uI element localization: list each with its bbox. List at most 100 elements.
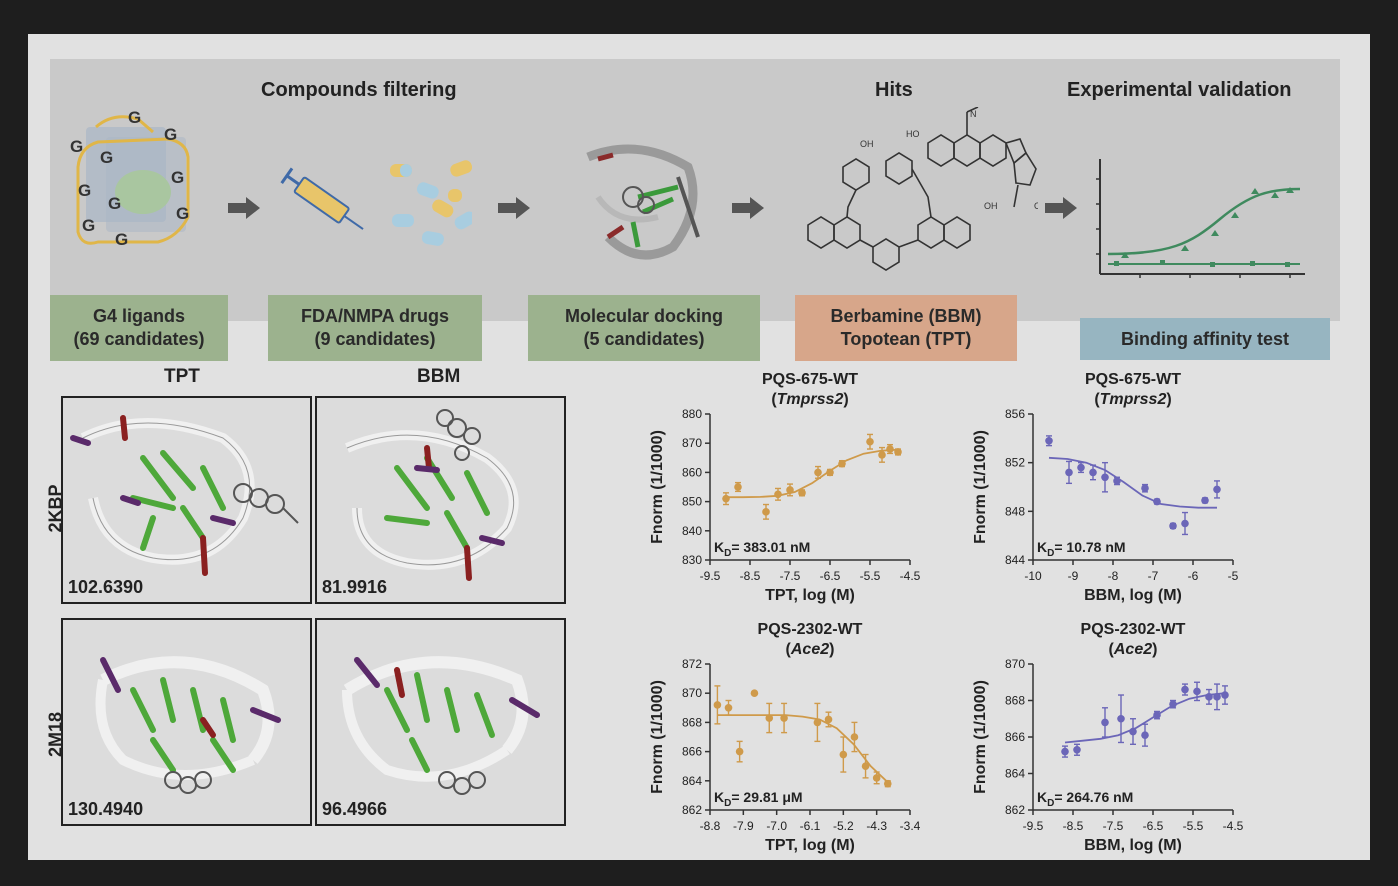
data-point <box>1201 496 1209 505</box>
data-point <box>1101 718 1109 727</box>
fit-curve <box>726 448 899 499</box>
kd-annotation: KD= 10.78 nM <box>1037 539 1126 559</box>
arrow-icon <box>228 197 260 219</box>
y-tick-label: 868 <box>682 715 702 729</box>
box-g4-ligands: G4 ligands (69 candidates) <box>50 295 228 361</box>
mst-plot-tpt-ace2: PQS-2302-WT(Ace2)862864866868870872-8.8-… <box>649 621 921 854</box>
x-tick-label: -6.5 <box>1143 819 1164 833</box>
g4-letter: G <box>108 194 121 213</box>
chart-title: PQS-675-WT <box>762 371 858 388</box>
y-tick-label: 848 <box>1005 504 1025 518</box>
data-point <box>735 747 744 756</box>
data-point <box>1181 685 1189 694</box>
data-point <box>1129 727 1137 736</box>
box-line: (69 candidates) <box>73 329 205 349</box>
data-point <box>1045 436 1053 445</box>
data-point <box>1213 485 1221 494</box>
y-tick-label: 880 <box>682 407 702 421</box>
chart-title: PQS-675-WT <box>1085 371 1181 388</box>
x-tick-label: -7.9 <box>733 819 754 833</box>
y-axis-label: Fnorm (1/1000) <box>649 430 666 544</box>
box-line: Binding affinity test <box>1121 328 1289 349</box>
y-tick-label: 862 <box>682 803 702 817</box>
header-compounds-filtering: Compounds filtering <box>261 79 457 101</box>
x-tick-label: -9.5 <box>1023 819 1044 833</box>
data-point <box>861 762 870 770</box>
x-tick-label: -6.1 <box>800 819 821 833</box>
box-line: (5 candidates) <box>583 329 705 349</box>
x-tick-label: -4.3 <box>866 819 887 833</box>
x-tick-label: -5 <box>1228 569 1239 583</box>
mol-label-n: N <box>970 109 977 119</box>
data-point <box>1061 747 1069 756</box>
kd-k: K <box>1037 539 1047 555</box>
data-point <box>1205 693 1213 701</box>
data-point <box>826 468 834 477</box>
g4-letter: G <box>78 181 91 200</box>
data-point <box>824 715 833 724</box>
x-axis-label: BBM, log (M) <box>1084 587 1182 604</box>
paren: ( <box>1109 641 1115 658</box>
x-tick-label: -5.2 <box>833 819 854 833</box>
data-point <box>1077 463 1085 472</box>
g4-structure-illustration: G G G G G G G G G G <box>70 108 190 249</box>
data-point <box>734 483 742 491</box>
chart-title: PQS-2302-WT <box>1081 621 1186 638</box>
data-point <box>762 508 770 516</box>
docking-render <box>70 415 299 576</box>
data-point <box>765 714 774 722</box>
g4-letter: G <box>176 204 189 223</box>
x-tick-label: -7 <box>1148 569 1159 583</box>
mst-plot-bbm-ace2: PQS-2302-WT (Ace2) 862 864 866 868 870 -9.5 -8.5… <box>972 621 1244 854</box>
data-point <box>722 494 730 503</box>
box-binding-affinity: Binding affinity test <box>1080 318 1330 360</box>
data-point <box>866 437 874 446</box>
paren: ) <box>843 391 848 408</box>
y-axis-label: Fnorm (1/1000) <box>972 680 989 794</box>
g4-letter: G <box>100 148 113 167</box>
kd-sub: D <box>1047 798 1054 809</box>
data-point <box>724 704 733 712</box>
data-point <box>1141 731 1149 739</box>
data-point <box>838 459 846 468</box>
column-title-bbm: BBM <box>417 366 461 387</box>
data-point <box>878 451 886 459</box>
x-tick-label: -6 <box>1188 569 1199 583</box>
mst-plot-bbm-tmprss2: PQS-675-WT (Tmprss2) 844 848 852 856 -10 -9 -8 -7… <box>972 371 1239 604</box>
fit-curve <box>1048 456 1217 509</box>
paren: ( <box>786 641 792 658</box>
kd-k: K <box>714 789 724 805</box>
fit-curve <box>1064 692 1226 744</box>
x-tick-label: -8.5 <box>740 569 761 583</box>
docking-render <box>95 656 281 794</box>
paren: ( <box>771 391 777 408</box>
fit-curve <box>717 714 889 783</box>
y-tick-label: 868 <box>1005 694 1025 708</box>
x-tick-label: -6.5 <box>820 569 841 583</box>
x-axis-label: BBM, log (M) <box>1084 837 1182 854</box>
molecule-structures: OH HO OH N O <box>807 107 1038 271</box>
kd-value: = 264.76 nM <box>1054 789 1133 805</box>
data-point <box>814 468 822 477</box>
y-tick-label: 870 <box>1005 657 1025 671</box>
data-point <box>780 714 788 722</box>
docking-score: 81.9916 <box>322 577 388 597</box>
kd-sub: D <box>724 548 731 559</box>
docking-score: 96.4966 <box>322 799 388 819</box>
chart-subtitle: (Tmprss2) <box>1094 391 1171 408</box>
data-point <box>813 718 822 727</box>
kd-annotation: KD= 264.76 nM <box>1037 789 1133 809</box>
x-tick-label: -7.0 <box>766 819 787 833</box>
column-title-tpt: TPT <box>164 366 200 387</box>
g4-letter: G <box>70 137 83 156</box>
data-point <box>1213 693 1221 701</box>
data-point <box>883 779 892 788</box>
box-hits: Berbamine (BBM) Topotean (TPT) <box>795 295 1017 361</box>
y-tick-label: 864 <box>1005 767 1025 781</box>
data-point <box>1181 519 1189 528</box>
docking-score: 130.4940 <box>68 799 144 819</box>
docking-score: 102.6390 <box>68 577 144 597</box>
data-point <box>850 733 859 741</box>
workflow-band: Compounds filtering Hits Experimental va… <box>50 59 1340 361</box>
x-tick-label: -5.5 <box>860 569 881 583</box>
